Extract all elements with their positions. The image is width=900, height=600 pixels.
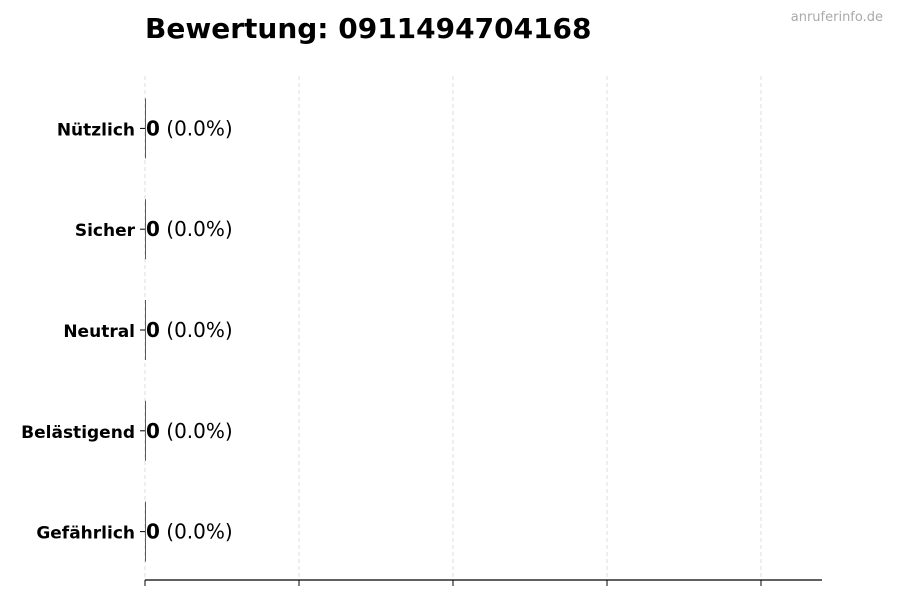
data-label: 0 (0.0%) bbox=[146, 419, 233, 443]
y-tick-label: Gefährlich bbox=[36, 524, 135, 544]
y-tick-label: Nützlich bbox=[57, 120, 135, 140]
watermark: anruferinfo.de bbox=[790, 10, 883, 25]
data-label-percent: (0.0%) bbox=[160, 318, 233, 342]
data-label: 0 (0.0%) bbox=[146, 318, 233, 342]
y-tick-label: Neutral bbox=[63, 322, 135, 342]
data-label-percent: (0.0%) bbox=[160, 116, 233, 140]
bar bbox=[145, 400, 146, 461]
y-tick-label: Belästigend bbox=[21, 423, 135, 443]
data-label: 0 (0.0%) bbox=[146, 217, 233, 241]
data-label: 0 (0.0%) bbox=[146, 520, 233, 544]
data-label: 0 (0.0%) bbox=[146, 116, 233, 140]
bar bbox=[145, 300, 146, 360]
data-label-count: 0 bbox=[146, 419, 160, 443]
chart-title: Bewertung: 0911494704168 bbox=[145, 12, 592, 45]
data-label-count: 0 bbox=[146, 318, 160, 342]
data-label-count: 0 bbox=[146, 217, 160, 241]
bar bbox=[145, 501, 146, 562]
data-label-percent: (0.0%) bbox=[160, 419, 233, 443]
bar bbox=[145, 98, 146, 159]
data-label-count: 0 bbox=[146, 116, 160, 140]
y-tick-label: Sicher bbox=[75, 221, 136, 241]
data-label-percent: (0.0%) bbox=[160, 520, 233, 544]
data-label-count: 0 bbox=[146, 520, 160, 544]
data-label-percent: (0.0%) bbox=[160, 217, 233, 241]
bar bbox=[145, 199, 146, 260]
